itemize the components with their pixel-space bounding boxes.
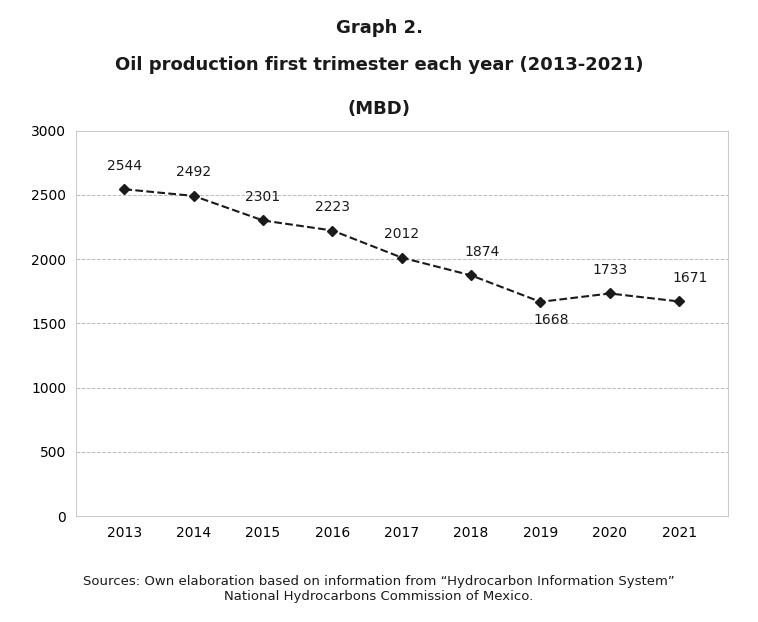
Text: 1668: 1668 — [534, 313, 569, 327]
Text: 1733: 1733 — [592, 263, 628, 277]
Text: 2301: 2301 — [246, 190, 280, 204]
Text: 1874: 1874 — [465, 244, 500, 259]
Text: Graph 2.: Graph 2. — [336, 19, 422, 37]
Text: (MBD): (MBD) — [347, 100, 411, 118]
Text: Sources: Own elaboration based on information from “Hydrocarbon Information Syst: Sources: Own elaboration based on inform… — [83, 575, 675, 603]
Text: 2012: 2012 — [384, 227, 419, 241]
Text: 2544: 2544 — [107, 159, 142, 172]
Text: 2223: 2223 — [315, 200, 350, 214]
Text: 2492: 2492 — [176, 165, 211, 179]
Text: Oil production first trimester each year (2013-2021): Oil production first trimester each year… — [114, 56, 644, 74]
Text: 1671: 1671 — [672, 271, 708, 285]
